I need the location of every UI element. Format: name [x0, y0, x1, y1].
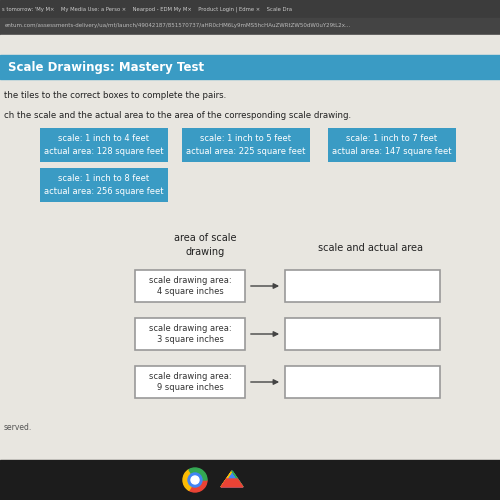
Text: area of scale
drawing: area of scale drawing: [174, 234, 236, 256]
Text: actual area: 128 square feet: actual area: 128 square feet: [44, 146, 164, 156]
Bar: [135, 270, 245, 302]
Text: scale: 1 inch to 8 feet: scale: 1 inch to 8 feet: [58, 174, 150, 184]
Bar: [0, 55, 500, 79]
Wedge shape: [189, 480, 207, 492]
Bar: [328, 128, 456, 162]
Bar: [0, 35, 500, 460]
Bar: [135, 366, 245, 398]
Circle shape: [188, 473, 202, 487]
Polygon shape: [221, 471, 232, 487]
Bar: [285, 318, 440, 350]
Bar: [285, 270, 440, 302]
Polygon shape: [221, 471, 243, 487]
Text: 9 square inches: 9 square inches: [156, 384, 224, 392]
Text: ch the scale and the actual area to the area of the corresponding scale drawing.: ch the scale and the actual area to the …: [4, 110, 351, 120]
Wedge shape: [189, 468, 207, 480]
Text: actual area: 147 square feet: actual area: 147 square feet: [332, 146, 452, 156]
Bar: [0, 460, 500, 500]
Polygon shape: [221, 479, 243, 487]
Text: scale drawing area:: scale drawing area:: [148, 276, 232, 284]
Bar: [40, 128, 168, 162]
Bar: [0, 18, 500, 35]
Text: scale: 1 inch to 4 feet: scale: 1 inch to 4 feet: [58, 134, 150, 143]
Text: scale drawing area:: scale drawing area:: [148, 372, 232, 380]
Polygon shape: [232, 471, 243, 487]
Text: actual area: 225 square feet: actual area: 225 square feet: [186, 146, 306, 156]
Text: actual area: 256 square feet: actual area: 256 square feet: [44, 186, 164, 196]
Text: scale and actual area: scale and actual area: [318, 243, 422, 253]
Text: s tomorrow: 'My M×    My Media Use: a Perso ×    Nearpod - EDM My M×    Product : s tomorrow: 'My M× My Media Use: a Perso…: [2, 6, 292, 12]
Bar: [135, 318, 245, 350]
Bar: [40, 168, 168, 202]
Text: scale: 1 inch to 5 feet: scale: 1 inch to 5 feet: [200, 134, 292, 143]
Text: Scale Drawings: Mastery Test: Scale Drawings: Mastery Test: [8, 60, 204, 74]
Text: scale drawing area:: scale drawing area:: [148, 324, 232, 332]
Wedge shape: [183, 470, 195, 490]
Text: served.: served.: [4, 424, 32, 432]
Text: 3 square inches: 3 square inches: [156, 336, 224, 344]
Bar: [285, 366, 440, 398]
Text: the tiles to the correct boxes to complete the pairs.: the tiles to the correct boxes to comple…: [4, 90, 226, 100]
Text: 4 square inches: 4 square inches: [156, 288, 224, 296]
Bar: [0, 0, 500, 18]
Text: scale: 1 inch to 7 feet: scale: 1 inch to 7 feet: [346, 134, 438, 143]
Text: entum.com/assessments-delivery/ua/mt/launch/49042187/851570737/aHR0cHM6Ly9mMS5hc: entum.com/assessments-delivery/ua/mt/lau…: [5, 24, 351, 28]
Circle shape: [191, 476, 199, 484]
Bar: [182, 128, 310, 162]
